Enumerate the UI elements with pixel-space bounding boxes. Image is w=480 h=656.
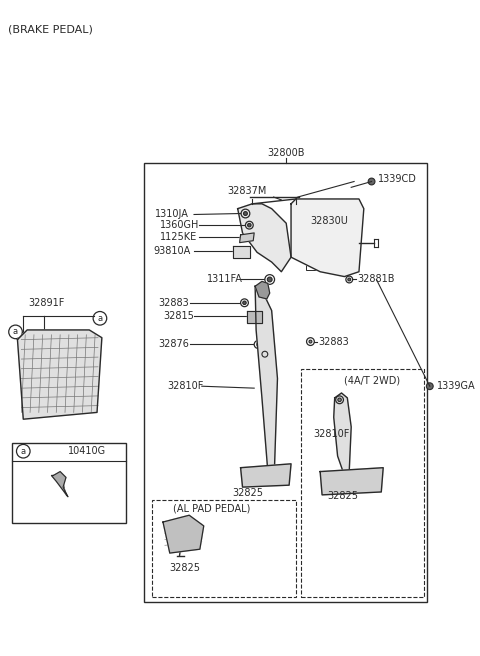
Text: 32883: 32883 [158,298,189,308]
Text: 32825: 32825 [327,491,358,501]
Circle shape [338,398,341,401]
Polygon shape [240,233,254,243]
Circle shape [267,277,272,282]
Bar [152,500,296,597]
Text: 93810A: 93810A [153,247,191,256]
Polygon shape [247,310,262,323]
Text: 1311FA: 1311FA [207,274,242,285]
Text: (AL PAD PEDAL): (AL PAD PEDAL) [173,503,250,514]
Text: (BRAKE PEDAL): (BRAKE PEDAL) [8,24,93,34]
Text: 32810F: 32810F [167,381,203,391]
Circle shape [368,178,375,185]
Polygon shape [17,330,102,419]
Polygon shape [334,393,351,476]
Circle shape [243,212,247,215]
Polygon shape [233,245,250,258]
Text: a: a [13,327,18,337]
Text: (4A/T 2WD): (4A/T 2WD) [345,375,400,385]
Text: 32883: 32883 [318,337,349,346]
Circle shape [250,312,258,320]
Circle shape [243,301,246,304]
Polygon shape [163,515,204,553]
Text: 32876: 32876 [158,340,189,350]
Circle shape [248,224,251,227]
Bar [144,163,427,602]
Text: 1339CD: 1339CD [378,174,417,184]
Text: 32800B: 32800B [267,148,305,158]
Polygon shape [291,199,364,277]
Circle shape [348,278,351,281]
Text: 1339GA: 1339GA [437,381,475,391]
Bar [301,369,424,597]
Text: 32837M: 32837M [228,186,267,196]
Text: 32891F: 32891F [28,298,65,308]
Polygon shape [51,472,68,497]
Text: 32810F: 32810F [313,429,350,439]
Text: 32830U: 32830U [311,216,348,226]
Polygon shape [255,286,277,470]
Bar [306,218,345,237]
Text: 32881B: 32881B [357,274,395,285]
Polygon shape [255,281,270,299]
Polygon shape [238,204,291,272]
Text: a: a [97,314,103,323]
Text: 32815: 32815 [163,312,194,321]
Bar [306,241,345,255]
Polygon shape [240,464,291,487]
Text: 1360GH: 1360GH [160,220,200,230]
Circle shape [309,340,312,343]
Polygon shape [320,468,383,495]
Text: 32825: 32825 [232,488,263,498]
Text: 1125KE: 1125KE [160,232,197,242]
Text: a: a [21,447,26,456]
Text: 32825: 32825 [169,563,200,573]
Text: 1310JA: 1310JA [155,209,189,220]
Text: 10410G: 10410G [68,446,106,456]
Bar [306,258,345,270]
Circle shape [426,383,433,390]
Bar [12,443,126,523]
